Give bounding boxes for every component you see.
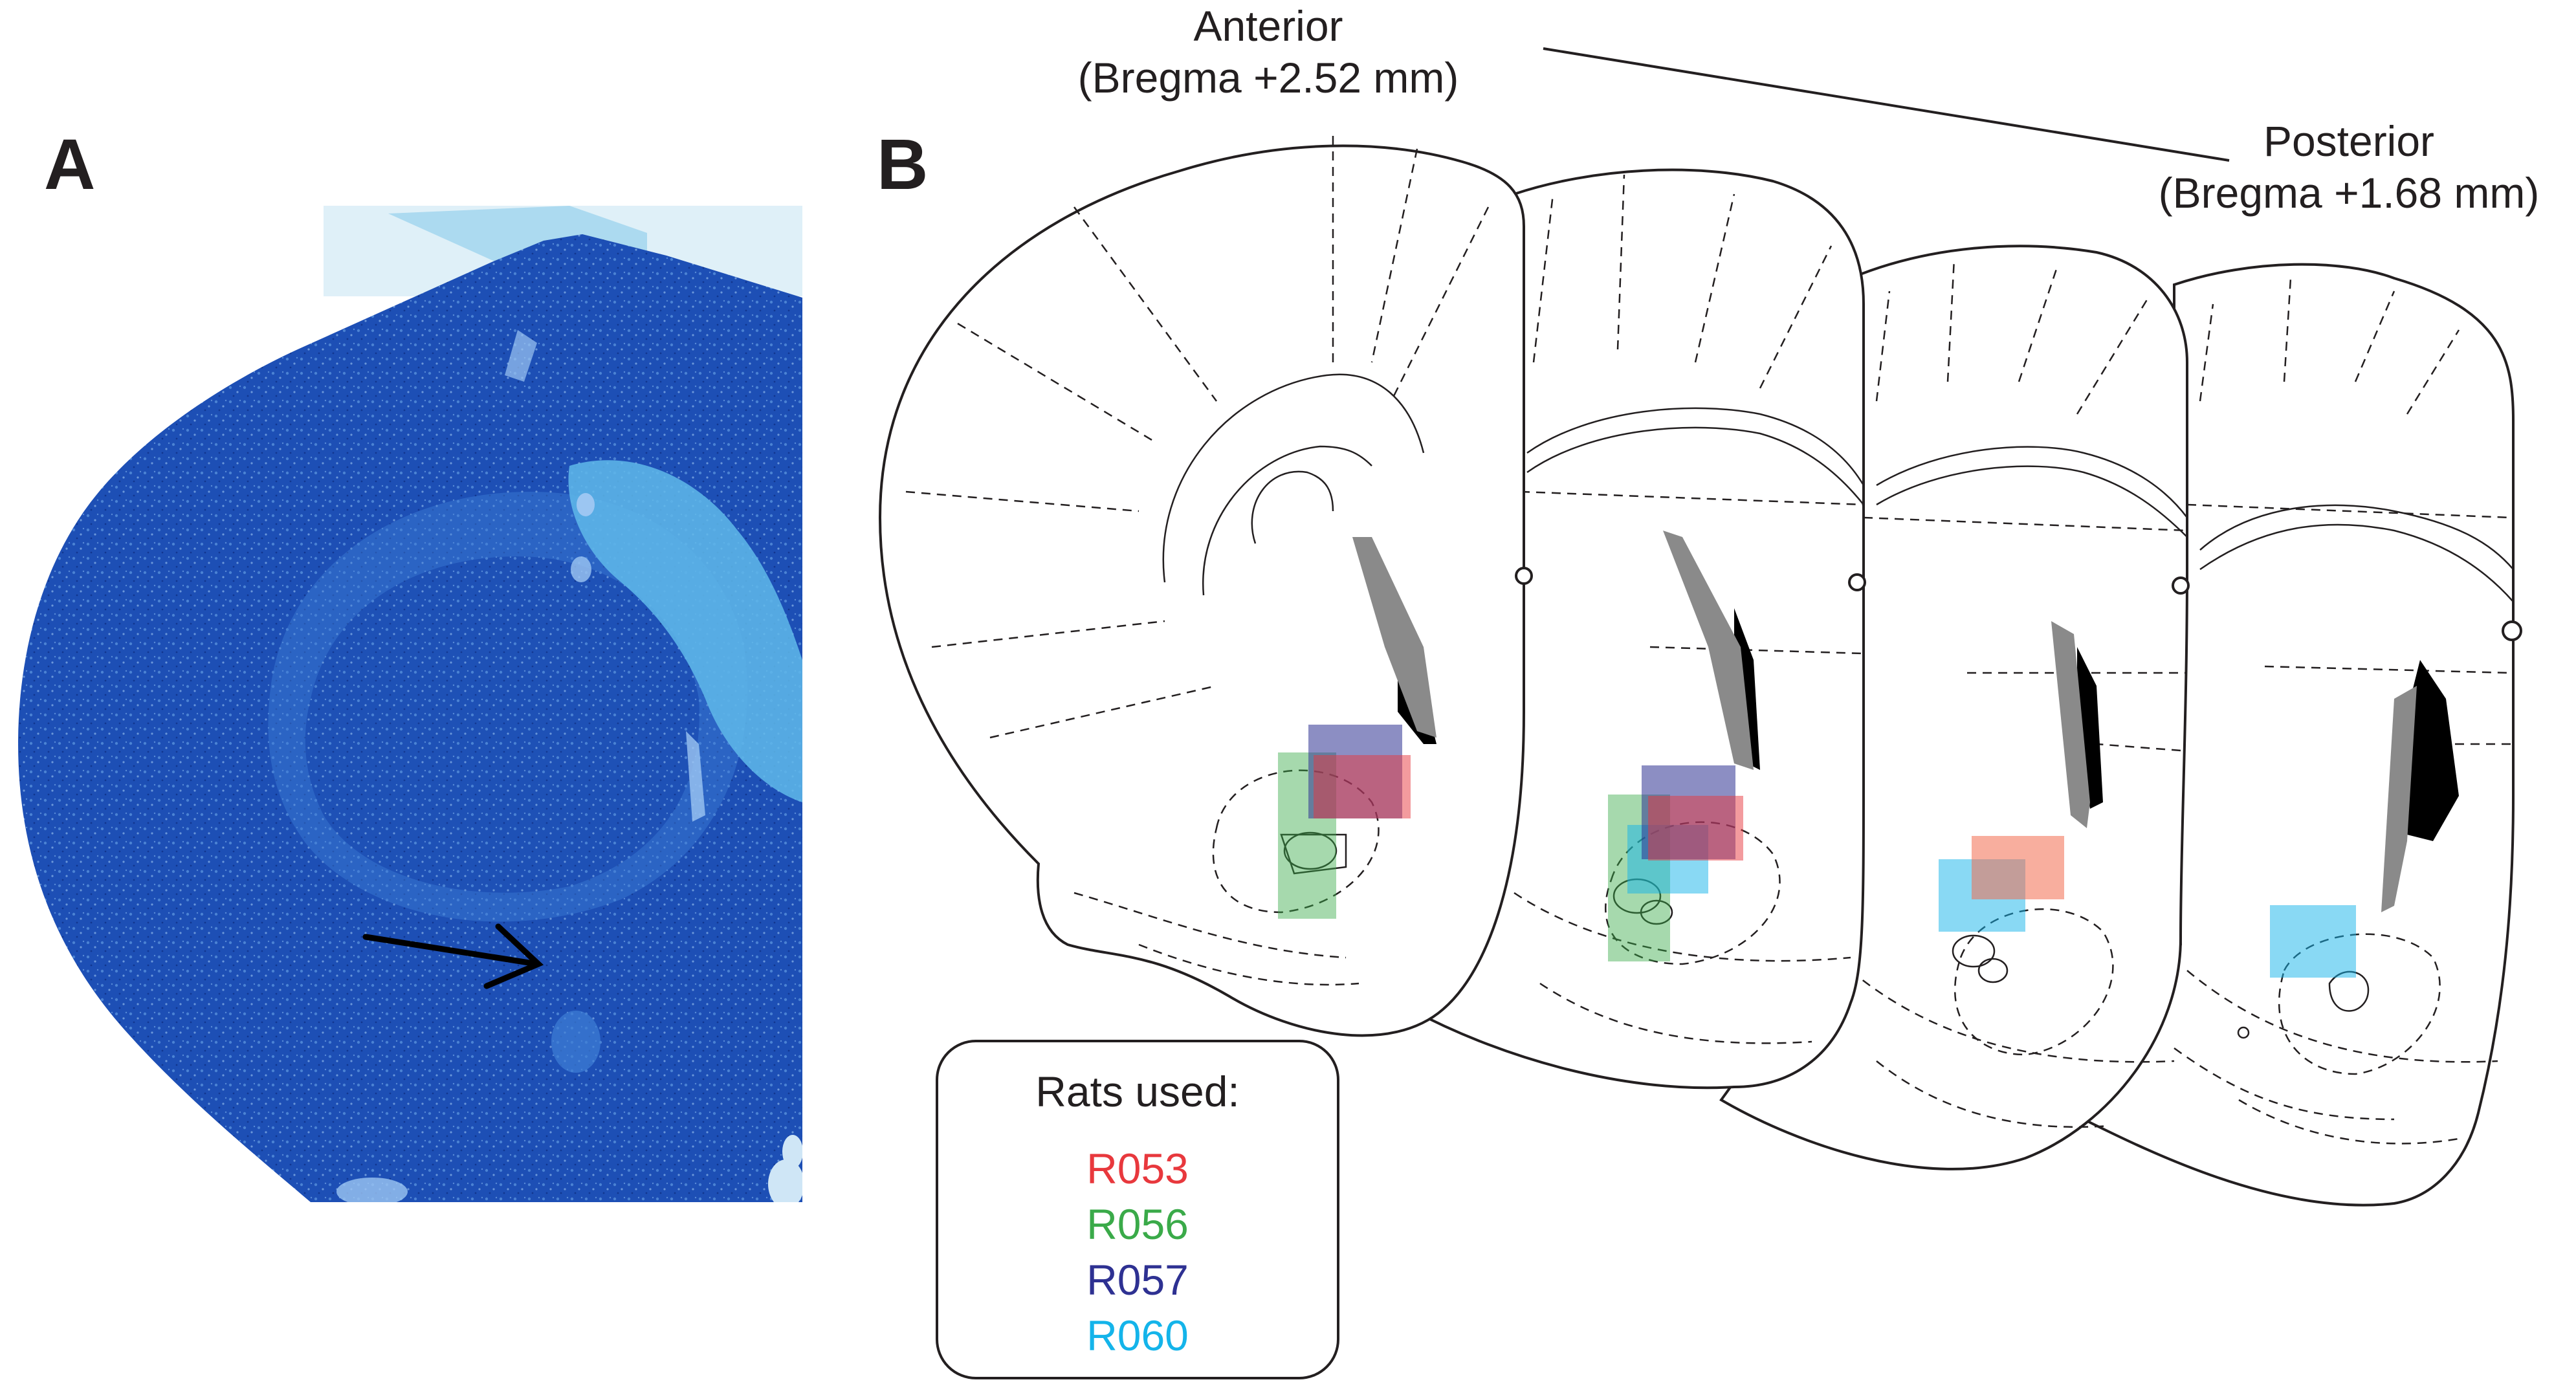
panel-label-a: A	[44, 125, 96, 204]
anterior-caption: Anterior (Bregma +2.52 mm)	[1016, 0, 1521, 104]
panel-label-b: B	[877, 125, 929, 204]
posterior-bregma-label: (Bregma +1.68 mm)	[2158, 169, 2540, 217]
rats-legend: Rats used: R053 R056 R057 R060	[936, 1040, 1339, 1379]
anterior-posterior-connector	[1543, 47, 2230, 162]
arrow-icon	[362, 923, 544, 989]
anterior-bregma-label: (Bregma +2.52 mm)	[1077, 54, 1459, 102]
anterior-label: Anterior	[1193, 2, 1343, 50]
lesion-patch-r053-s3	[1972, 836, 2064, 899]
legend-item-r056: R056	[1086, 1200, 1189, 1248]
legend-item-r060: R060	[1086, 1311, 1189, 1359]
lesion-patch-r053-s2	[1648, 796, 1743, 861]
histology-image	[18, 206, 802, 1202]
legend-list: R053 R056 R057 R060	[938, 1141, 1337, 1363]
lesion-patches	[1278, 725, 2356, 978]
legend-item-r053: R053	[1086, 1145, 1189, 1192]
posterior-label: Posterior	[2263, 117, 2435, 165]
posterior-caption: Posterior (Bregma +1.68 mm)	[2122, 115, 2575, 219]
legend-item-r057: R057	[1086, 1256, 1189, 1304]
lesion-patch-r060-s4	[2270, 905, 2356, 978]
atlas-section-1	[878, 136, 1533, 1037]
lesion-patch-r053-s1	[1314, 755, 1411, 818]
legend-title: Rats used:	[1035, 1068, 1240, 1115]
